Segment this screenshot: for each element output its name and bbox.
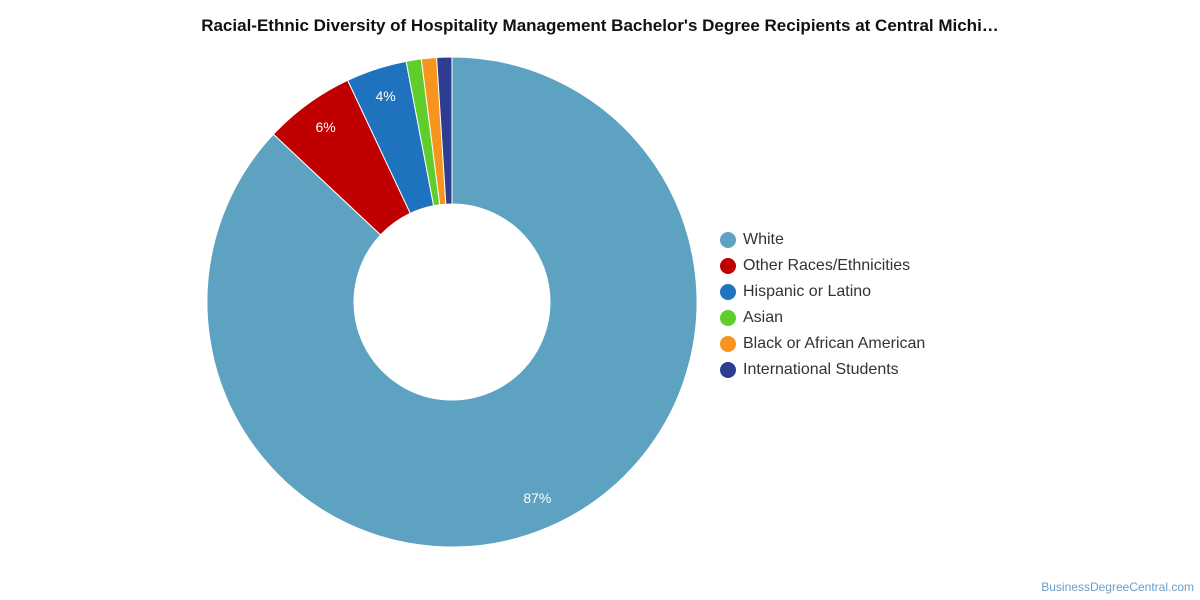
legend-item-asian[interactable]: Asian [720,305,925,331]
legend-swatch [720,258,736,274]
legend-swatch [720,310,736,326]
legend-label: Asian [743,309,784,326]
slice-label-other-races-ethnicities: 6% [316,119,336,135]
chart-title: Racial-Ethnic Diversity of Hospitality M… [201,16,999,35]
donut-slice-white[interactable] [206,56,698,548]
legend-item-international-students[interactable]: International Students [720,357,925,383]
legend-swatch [720,232,736,248]
legend-item-black-or-african-american[interactable]: Black or African American [720,331,925,357]
source-link[interactable]: BusinessDegreeCentral.com [1041,580,1194,594]
chart-legend: White Other Races/Ethnicities Hispanic or … [720,227,925,383]
legend-label: White [743,231,784,248]
donut-slice-labels: 87% 6% 4% [316,88,552,506]
legend-label: Black or African American [743,335,926,352]
legend-item-hispanic-or-latino[interactable]: Hispanic or Latino [720,279,925,305]
slice-label-white: 87% [523,490,551,506]
legend-swatch [720,284,736,300]
legend-label: Other Races/Ethnicities [743,257,911,274]
donut-slice-international-students[interactable] [436,56,453,205]
legend-item-other-races-ethnicities[interactable]: Other Races/Ethnicities [720,253,925,279]
legend-label: International Students [743,361,899,378]
legend-item-white[interactable]: White [720,227,925,253]
donut-slices [206,56,698,548]
legend-label: Hispanic or Latino [743,283,872,300]
legend-swatch [720,336,736,352]
slice-label-hispanic-or-latino: 4% [375,88,395,104]
legend-swatch [720,362,736,378]
